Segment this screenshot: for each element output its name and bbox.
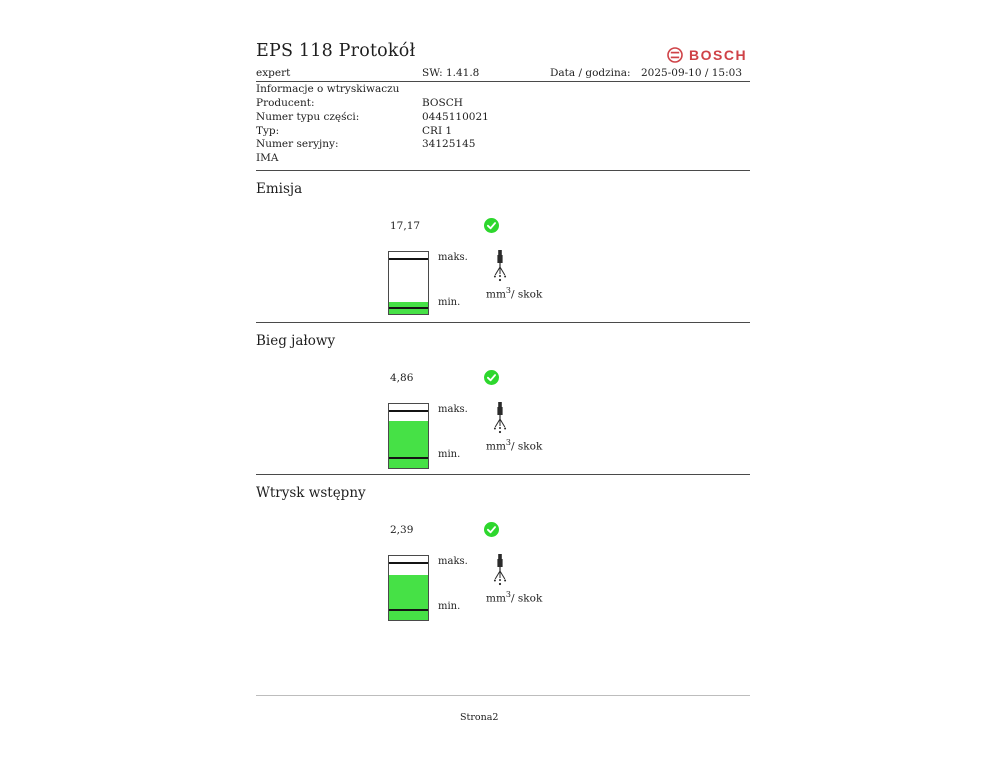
divider [256,474,750,475]
page-title: EPS 118 Protokół [256,41,416,61]
measured-value: 17,17 [390,220,421,232]
unit-mm: mm [486,288,506,301]
info-label: Numer typu części: [256,111,360,123]
info-heading: Informacje o wtryskiwaczu [256,83,400,95]
unit-mm: mm [486,592,506,605]
min-label: min. [438,601,461,612]
gauge-green-fill [389,420,428,468]
maks-label: maks. [438,252,468,263]
bosch-armature-icon [667,47,683,63]
unit-label: mm3/ skok [486,438,542,453]
divider [256,170,750,171]
maks-limit-line [389,410,428,413]
footer-divider [256,695,750,696]
maks-limit-line [389,257,428,260]
unit-rest: / skok [511,288,543,301]
section-heading: Bieg jałowy [256,333,336,349]
min-limit-line [389,457,428,460]
unit-mm: mm [486,440,506,453]
min-limit-line [389,609,428,612]
unit-sup: 3 [505,286,512,295]
page-number: Strona2 [460,712,499,723]
section-heading: Wtrysk wstępny [256,485,366,501]
status-pass-icon [484,218,499,233]
mode-label: expert [256,67,291,79]
divider [256,322,750,323]
info-value: 34125145 [422,138,476,150]
info-label: Typ: [256,124,280,137]
limit-gauge [388,403,429,469]
status-pass-icon [484,522,499,537]
software-version: SW: 1.41.8 [422,67,480,79]
unit-sup: 3 [505,590,512,599]
limit-gauge [388,555,429,621]
injector-icon [493,554,507,586]
info-label: Producent: [256,97,315,109]
injector-icon [493,250,507,282]
bosch-logo-text: BOSCH [689,47,748,63]
bosch-logo: BOSCH [666,46,747,64]
info-value: 0445110021 [422,111,489,123]
unit-rest: / skok [511,440,543,453]
injector-icon [493,402,507,434]
maks-limit-line [389,562,428,565]
unit-label: mm3/ skok [486,286,542,301]
divider [256,81,750,82]
info-label: Numer seryjny: [256,138,339,150]
min-label: min. [438,449,461,460]
measured-value: 2,39 [390,524,414,536]
maks-label: maks. [438,404,468,415]
info-value: CRI 1 [422,124,453,137]
maks-label: maks. [438,556,468,567]
unit-label: mm3/ skok [486,590,542,605]
unit-rest: / skok [511,592,543,605]
status-pass-icon [484,370,499,385]
info-ima-label: IMA [256,151,279,164]
measured-value: 4,86 [390,372,414,384]
min-limit-line [389,306,428,309]
info-value: BOSCH [422,97,463,109]
limit-gauge [388,251,429,315]
gauge-green-fill [389,575,428,620]
section-heading: Emisja [256,181,303,197]
unit-sup: 3 [505,438,512,447]
date-time-value: 2025-09-10 / 15:03 [641,67,743,79]
min-label: min. [438,297,461,308]
date-time-label: Data / godzina: [550,67,631,79]
